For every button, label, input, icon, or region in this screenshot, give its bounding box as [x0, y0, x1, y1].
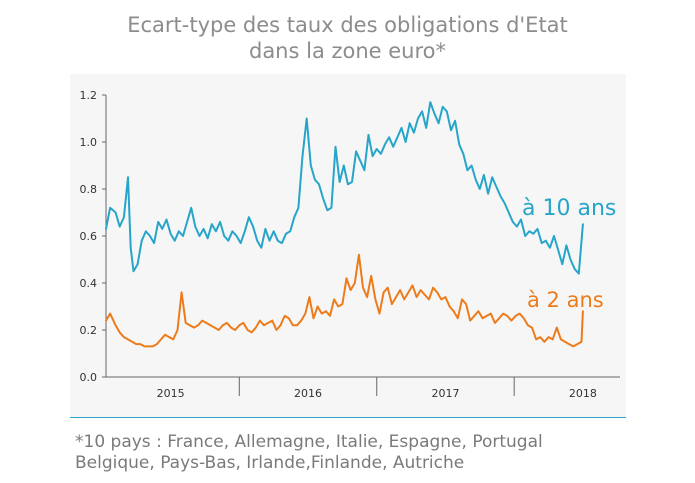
y-tick-label: 0.6	[80, 230, 98, 243]
chart-title-line-1: Ecart-type des taux des obligations d'Et…	[127, 13, 568, 37]
x-tick-label: 2016	[294, 387, 322, 400]
footnote: *10 pays : France, Allemagne, Italie, Es…	[75, 432, 685, 474]
footnote-line-1: *10 pays : France, Allemagne, Italie, Es…	[75, 432, 543, 452]
y-tick-label: 1.2	[80, 89, 98, 102]
footnote-line-2: Belgique, Pays-Bas, Irlande,Finlande, Au…	[75, 453, 465, 473]
x-tick-label: 2017	[431, 387, 459, 400]
series-label-10-ans: à 10 ans	[522, 196, 616, 221]
series-line-10-ans	[105, 101, 584, 275]
chart-title-line-2: dans la zone euro*	[248, 39, 447, 63]
series-label-2-ans: à 2 ans	[527, 288, 604, 312]
x-tick-label: 2018	[569, 387, 597, 400]
chart-panel	[70, 74, 626, 418]
x-tick-label: 2015	[157, 387, 185, 400]
y-tick-label: 1.0	[80, 136, 98, 149]
y-tick-label: 0.4	[80, 277, 98, 290]
series-line-2-ans	[105, 253, 584, 348]
y-tick-label: 0.8	[80, 183, 98, 196]
y-tick-label: 0.0	[80, 371, 98, 384]
chart-title: Ecart-type des taux des obligations d'Et…	[0, 12, 695, 64]
y-tick-label: 0.2	[80, 324, 98, 337]
